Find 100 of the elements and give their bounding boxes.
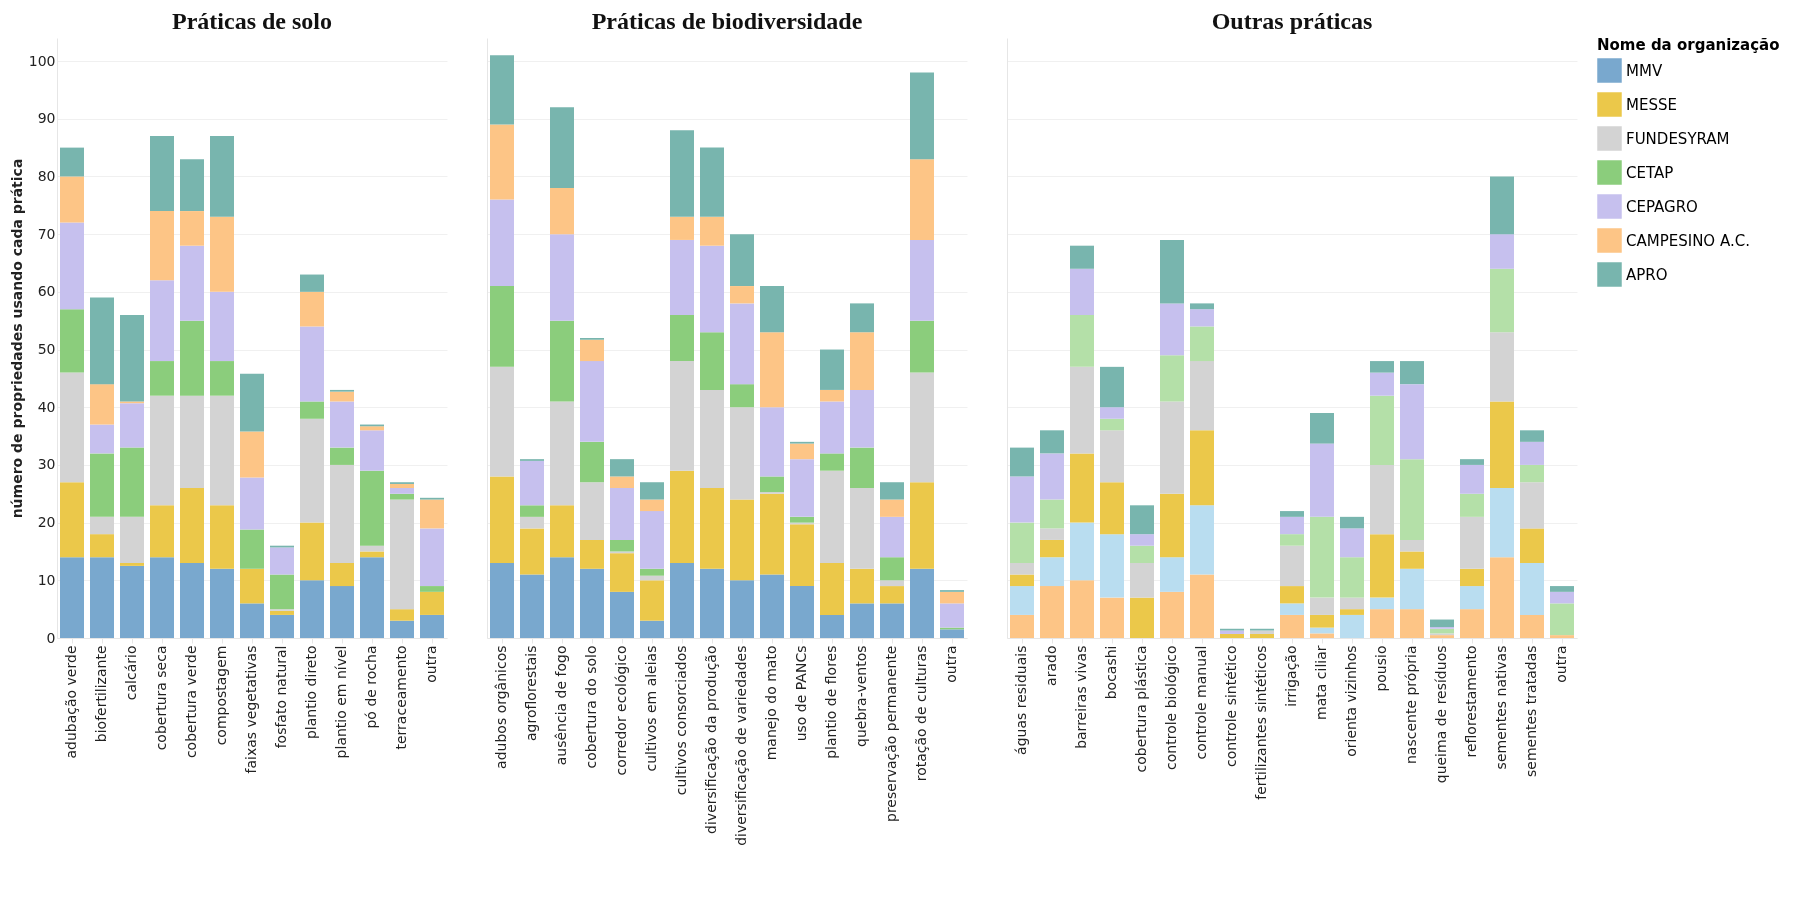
bar [1280,586,1304,604]
x-tick-label: cultivos consorciados [673,645,689,796]
bar [670,239,694,315]
bar [490,199,514,287]
bar [240,568,264,604]
bar [120,447,144,517]
bar [1520,563,1544,615]
bar [640,499,664,512]
bar [420,528,444,587]
x-tick-label: faixas vegetativas [243,645,259,774]
bar [270,610,294,615]
bar [820,614,844,638]
bar [1340,516,1364,529]
bar [580,539,604,569]
y-axis-title: número de propriedades usando cada prática [8,158,25,519]
x-tick-label: plantio direto [303,645,319,740]
bar [390,620,414,638]
bar [880,557,904,581]
x-tick-label: corredor ecológico [613,645,629,776]
bar [1010,447,1034,477]
bar [940,629,964,638]
bar [1550,603,1574,636]
bar [820,563,844,615]
bar [1490,176,1514,235]
x-tick-label: quebra-ventos [853,645,869,747]
bar [580,339,604,362]
bar [1340,557,1364,598]
bar [150,395,174,506]
bar [730,407,754,500]
bar [1400,459,1424,540]
bar [1010,476,1034,523]
x-tick-label: plantio em nível [333,645,349,759]
bar [1010,614,1034,638]
y-tick-label: 20 [37,514,56,531]
bar [850,303,874,333]
bar [550,107,574,188]
bar [490,476,514,563]
legend-title: Nome da organização [1597,36,1780,54]
legend-label: APRO [1626,265,1668,284]
bar [520,516,544,529]
bar [1460,586,1484,610]
x-tick-label: terraceamento [393,645,409,750]
bar [1460,609,1484,638]
bar [670,563,694,638]
bar [610,539,634,552]
bar [120,565,144,638]
bar [330,447,354,465]
bar [210,136,234,217]
bar [1130,545,1154,563]
y-tick-label: 100 [28,52,56,69]
bar [700,488,724,569]
x-tick-label: cultivos em aleias [643,645,659,772]
bar [910,372,934,483]
y-tick-label: 80 [37,167,56,184]
bar [580,568,604,638]
x-tick-label: orienta vizinhos [1343,645,1359,757]
bar [1370,597,1394,610]
bar [700,389,724,488]
bar [240,373,264,432]
bar [360,426,384,431]
x-tick-label: agroflorestais [523,645,539,741]
bar [1370,372,1394,396]
bar [150,211,174,281]
bar [820,389,844,402]
bar [820,401,844,454]
bar [670,314,694,362]
bar [1370,464,1394,535]
bar [120,516,144,563]
bar [300,401,324,419]
bar [1520,614,1544,638]
bar [1460,459,1484,465]
bar [550,188,574,235]
bar [490,366,514,477]
bar [1160,591,1184,638]
x-tick-label: irrigação [1283,645,1299,707]
bar [60,372,84,483]
x-tick-label: calcário [123,645,139,701]
bar [1070,314,1094,367]
bar [180,488,204,563]
bar [240,529,264,569]
bar [700,216,724,246]
bar [670,130,694,217]
bar [880,586,904,604]
bar [1100,430,1124,483]
bar [670,216,694,240]
bar [210,568,234,638]
bar [550,557,574,638]
bar [390,488,414,494]
bar [550,234,574,321]
bar [670,470,694,563]
bar [180,320,204,396]
bar [1100,534,1124,598]
bar [1130,597,1154,638]
bar [240,603,264,638]
bar [1460,493,1484,517]
bar [1160,355,1184,402]
x-tick-label: nascente própria [1403,645,1419,764]
bar [580,482,604,540]
bar [1100,418,1124,431]
bar [1100,407,1124,419]
